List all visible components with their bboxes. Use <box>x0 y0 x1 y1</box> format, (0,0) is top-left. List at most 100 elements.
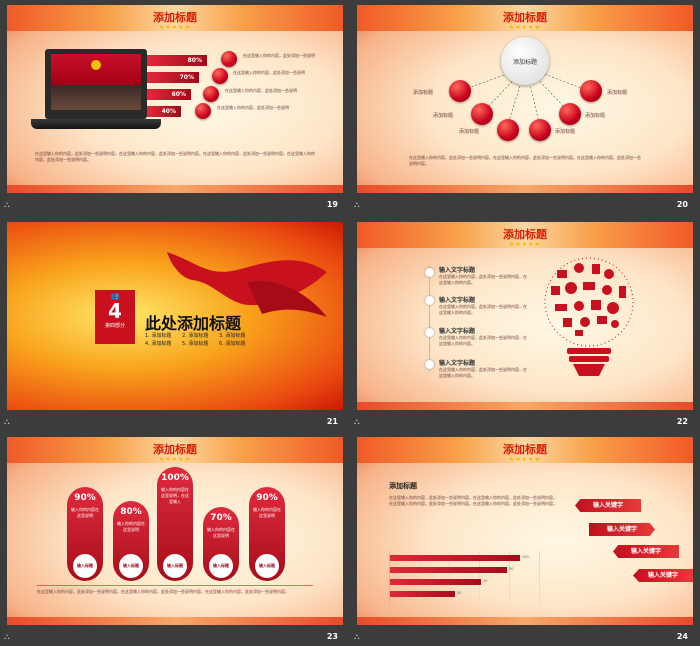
progress-bar-60: 60% <box>147 89 191 100</box>
slide-paragraph: 在这里输入你的内容，此处添加一些说明内容。在这里输入你的内容，此处添加一些说明内… <box>409 155 641 166</box>
node-ball-5 <box>559 103 581 125</box>
pill-text: 输入你的内容在这里说明 <box>117 521 145 532</box>
pill-circle: 输入标题 <box>255 554 279 578</box>
bottom-band <box>357 185 693 193</box>
slide-19[interactable]: 添加标题 ★★★★★ 80% 70% 60% 40% 在这里输入你的内容，此处添… <box>7 5 343 193</box>
slide-title: 添加标题 <box>503 443 547 456</box>
center-node-label: 添加标题 <box>512 58 537 66</box>
node-label-1: 添加标题 <box>413 90 434 96</box>
slide-icon[interactable]: ⛬ <box>354 200 360 209</box>
title-stars: ★★★★★ <box>159 456 191 463</box>
pill-text: 输入你的内容在这里说明 <box>207 527 235 538</box>
pill-1: 90% 输入你的内容在这里说明 输入标题 <box>67 487 103 581</box>
bar-text-3: 在这里输入你的内容，此处添加一些说明 <box>225 88 297 93</box>
title-band <box>7 437 343 463</box>
hbar-4 <box>390 591 455 597</box>
node-ball-3 <box>497 119 519 141</box>
slide-title: 添加标题 <box>153 443 197 456</box>
slide-number: 24 <box>676 632 688 641</box>
bottom-band <box>357 402 693 410</box>
title-stars: ★★★★★ <box>509 241 541 248</box>
title-stars: ★★★★★ <box>159 24 191 31</box>
red-ribbon <box>167 252 327 317</box>
laptop-base <box>31 119 161 129</box>
slide-21[interactable]: 👥 4 第四部分 此处添加标题 1. 添加标题 2. 添加标题 3. 添加标题 … <box>7 222 343 410</box>
bar-chart: 100 90 70 50 <box>389 551 540 603</box>
hbar-label-2: 90 <box>509 567 514 571</box>
pill-circle: 输入标题 <box>163 554 187 578</box>
keyword-tag-2: 输入关键字 <box>589 523 655 536</box>
audio-icon <box>221 51 237 67</box>
slide-title: 添加标题 <box>503 228 547 241</box>
slide-paragraph: 在这里输入你的内容，此处添加一些说明内容。在这里输入你的内容，此处添加一些说明内… <box>389 495 557 506</box>
section-item-6: 6. 添加标题 <box>219 341 246 347</box>
timeline-dot-1 <box>425 268 434 277</box>
slide-icon[interactable]: ⛬ <box>4 632 10 641</box>
pill-2: 80% 输入你的内容在这里说明 输入标题 <box>113 501 149 581</box>
title-band <box>7 5 343 31</box>
section-item-4: 4. 添加标题 <box>145 341 172 347</box>
title-stars: ★★★★★ <box>509 456 541 463</box>
center-node: 添加标题 <box>501 37 549 85</box>
pill-4: 70% 输入你的内容在这里说明 输入标题 <box>203 507 239 581</box>
slide-icon[interactable]: ⛬ <box>354 417 360 426</box>
bar-text-4: 在这里输入你的内容，此处添加一些说明 <box>217 105 289 110</box>
slide-paragraph: 在这里输入你的内容，此处添加一些说明内容。在这里输入你的内容，此处添加一些说明内… <box>37 589 289 594</box>
progress-bar-80: 80% <box>147 55 207 66</box>
entry-text-4: 在这里输入你的内容，此处添加一些说明内容，在这里输入你的内容。 <box>439 367 527 378</box>
bar-text-1: 在这里输入你的内容，此处添加一些说明 <box>243 53 315 58</box>
slide-number: 20 <box>676 200 688 209</box>
bar-text-2: 在这里输入你的内容，此处添加一些说明 <box>233 70 305 75</box>
slide-icon[interactable]: ⛬ <box>4 200 10 209</box>
pill-percent: 100% <box>161 473 189 483</box>
title-band <box>357 5 693 31</box>
timeline-dot-3 <box>425 328 434 337</box>
slide-paragraph: 在这里输入你的内容，此处添加一些说明内容。在这里输入你的内容，此处添加一些说明内… <box>35 151 315 162</box>
entry-text-2: 在这里输入你的内容，此处添加一些说明内容，在这里输入你的内容。 <box>439 304 527 315</box>
slide-title: 添加标题 <box>503 11 547 24</box>
laptop-screen-photo <box>51 54 141 110</box>
slide-icon[interactable]: ⛬ <box>4 417 10 426</box>
progress-bar-40: 40% <box>147 106 181 117</box>
node-ball-1 <box>449 80 471 102</box>
people-icon: 👥 <box>110 292 120 300</box>
slide-number: 19 <box>326 200 338 209</box>
pill-circle: 输入标题 <box>73 554 97 578</box>
slide-22[interactable]: 添加标题 ★★★★★ 输入文字标题 在这里输入你的内容，此处添加一些说明内容，在… <box>357 222 693 410</box>
section-item-5: 5. 添加标题 <box>182 341 209 347</box>
entry-text-1: 在这里输入你的内容，此处添加一些说明内容，在这里输入你的内容。 <box>439 274 527 285</box>
slide-icon[interactable]: ⛬ <box>354 632 360 641</box>
section-item-3: 3. 添加标题 <box>219 333 246 339</box>
entry-title-4: 输入文字标题 <box>439 360 476 367</box>
pill-percent: 90% <box>256 493 278 503</box>
pill-circle: 输入标题 <box>209 554 233 578</box>
hbar-label-3: 70 <box>483 579 488 583</box>
divider-line <box>37 585 313 586</box>
hbar-3 <box>390 579 481 585</box>
entry-text-3: 在这里输入你的内容，此处添加一些说明内容，在这里输入你的内容。 <box>439 335 527 346</box>
emblem-icon <box>91 60 101 70</box>
section-item-1: 1. 添加标题 <box>145 333 172 339</box>
chart-icon <box>203 86 219 102</box>
slide-20[interactable]: 添加标题 ★★★★★ 添加标题 添加标题 添加标题 添加标题 添加标题 添加标题… <box>357 5 693 193</box>
slide-23[interactable]: 添加标题 ★★★★★ 90% 输入你的内容在这里说明 输入标题 80% 输入你的… <box>7 437 343 625</box>
footer-21: ⛬ 21 <box>0 416 344 430</box>
pill-percent: 90% <box>74 493 96 503</box>
keyword-tag-1: 输入关键字 <box>575 499 641 512</box>
title-band <box>357 222 693 248</box>
node-label-3: 添加标题 <box>459 129 480 135</box>
hbar-label-1: 100 <box>522 555 529 559</box>
node-label-5: 添加标题 <box>585 113 606 119</box>
slide-number: 22 <box>676 417 688 426</box>
bottom-band <box>7 617 343 625</box>
title-stars: ★★★★★ <box>509 24 541 31</box>
timeline-dot-2 <box>425 296 434 305</box>
slide-24[interactable]: 添加标题 ★★★★★ 添加标题 在这里输入你的内容，此处添加一些说明内容。在这里… <box>357 437 693 625</box>
volume-icon <box>212 68 228 84</box>
section-number: 4 <box>108 299 122 323</box>
keyword-tag-3: 输入关键字 <box>613 545 679 558</box>
timeline-line <box>429 266 430 372</box>
pill-3: 100% 输入你的内容在这里说明，在这里输入 输入标题 <box>157 467 193 581</box>
title-band <box>357 437 693 463</box>
node-ball-2 <box>471 103 493 125</box>
